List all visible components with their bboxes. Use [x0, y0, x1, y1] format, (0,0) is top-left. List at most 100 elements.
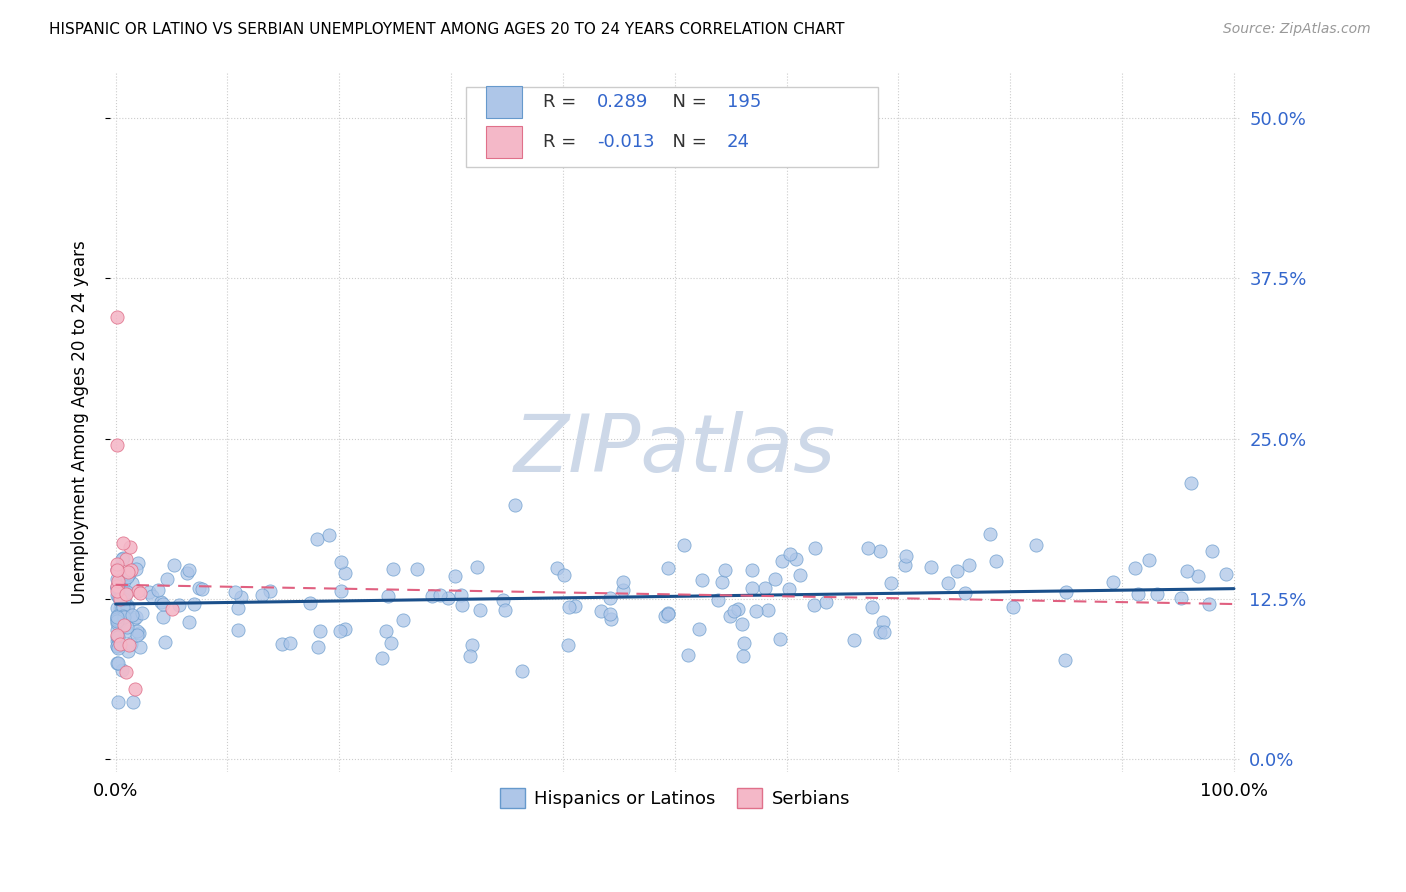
- Point: [785, 552, 807, 566]
- Point: [125, 609, 148, 624]
- Point: [110, 591, 132, 606]
- Point: [117, 599, 139, 613]
- Point: [731, 648, 754, 663]
- Point: [873, 624, 896, 639]
- Point: [278, 636, 301, 650]
- Point: [842, 633, 865, 648]
- Point: [377, 589, 399, 603]
- Point: [371, 650, 394, 665]
- Point: [167, 599, 190, 613]
- Point: [117, 565, 139, 579]
- Point: [718, 609, 741, 624]
- Point: [152, 610, 174, 624]
- Point: [731, 616, 754, 631]
- Point: [1170, 591, 1192, 606]
- Point: [856, 541, 879, 555]
- Point: [688, 622, 710, 636]
- Point: [860, 599, 883, 614]
- Point: [107, 591, 129, 606]
- Point: [1025, 538, 1047, 552]
- Point: [1126, 587, 1149, 601]
- Point: [156, 572, 179, 586]
- FancyBboxPatch shape: [486, 87, 523, 118]
- Point: [558, 599, 581, 614]
- Point: [176, 566, 198, 581]
- Point: [120, 540, 142, 554]
- Point: [298, 596, 321, 610]
- Point: [955, 586, 977, 600]
- Text: ZIPatlas: ZIPatlas: [513, 411, 837, 490]
- Point: [107, 696, 129, 710]
- Point: [392, 613, 415, 627]
- Point: [150, 595, 173, 609]
- Text: N =: N =: [661, 133, 713, 151]
- Point: [105, 562, 128, 576]
- Point: [115, 584, 138, 599]
- Point: [107, 630, 129, 644]
- Point: [723, 604, 745, 618]
- Point: [804, 541, 827, 556]
- Point: [105, 310, 128, 324]
- Text: R =: R =: [543, 93, 582, 111]
- Point: [108, 582, 131, 597]
- Point: [112, 592, 135, 607]
- Point: [330, 584, 353, 599]
- Point: [120, 637, 142, 651]
- Point: [105, 601, 128, 615]
- Point: [108, 614, 131, 628]
- Point: [250, 588, 273, 602]
- Point: [707, 593, 730, 607]
- Point: [546, 561, 568, 575]
- Point: [107, 641, 129, 656]
- Point: [510, 665, 533, 679]
- Point: [450, 588, 472, 602]
- Point: [105, 610, 128, 624]
- Point: [107, 656, 129, 670]
- Point: [494, 603, 516, 617]
- Point: [105, 583, 128, 598]
- Point: [105, 588, 128, 602]
- Text: Source: ZipAtlas.com: Source: ZipAtlas.com: [1223, 22, 1371, 37]
- Point: [105, 563, 128, 577]
- Point: [163, 558, 186, 572]
- Point: [329, 624, 352, 638]
- Point: [112, 618, 135, 632]
- Point: [690, 573, 713, 587]
- Point: [429, 588, 451, 602]
- Point: [599, 591, 621, 606]
- Point: [1187, 569, 1209, 583]
- Point: [305, 532, 328, 546]
- Point: [115, 620, 138, 634]
- Point: [678, 648, 700, 663]
- Point: [127, 556, 149, 570]
- Point: [756, 602, 779, 616]
- Point: [880, 575, 903, 590]
- Point: [420, 589, 443, 603]
- Point: [131, 607, 153, 621]
- Point: [115, 570, 138, 584]
- Point: [105, 438, 128, 452]
- Point: [111, 601, 134, 615]
- Point: [1180, 476, 1202, 491]
- Point: [375, 624, 398, 638]
- Point: [122, 695, 145, 709]
- Point: [118, 638, 141, 652]
- Text: -0.013: -0.013: [598, 133, 655, 151]
- Point: [741, 581, 763, 595]
- Point: [270, 637, 292, 651]
- Point: [105, 609, 128, 624]
- Point: [115, 599, 138, 614]
- Point: [111, 552, 134, 566]
- Point: [599, 607, 621, 621]
- Point: [672, 538, 695, 552]
- Point: [107, 574, 129, 588]
- FancyBboxPatch shape: [465, 87, 879, 168]
- Point: [770, 554, 793, 568]
- Point: [1123, 561, 1146, 575]
- Point: [125, 562, 148, 576]
- Point: [128, 586, 150, 600]
- Point: [152, 597, 174, 611]
- Point: [105, 631, 128, 645]
- Point: [138, 584, 160, 599]
- Point: [127, 628, 149, 642]
